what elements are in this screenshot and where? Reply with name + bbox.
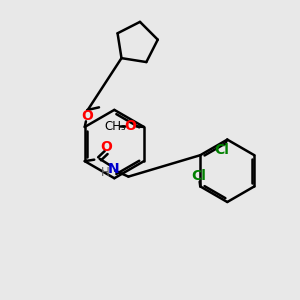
Text: Cl: Cl (191, 169, 206, 183)
Text: O: O (124, 119, 136, 134)
Text: H: H (101, 166, 110, 179)
Text: N: N (108, 162, 120, 176)
Text: CH₃: CH₃ (104, 120, 126, 133)
Text: Cl: Cl (214, 143, 230, 157)
Text: O: O (81, 109, 93, 123)
Text: O: O (100, 140, 112, 154)
